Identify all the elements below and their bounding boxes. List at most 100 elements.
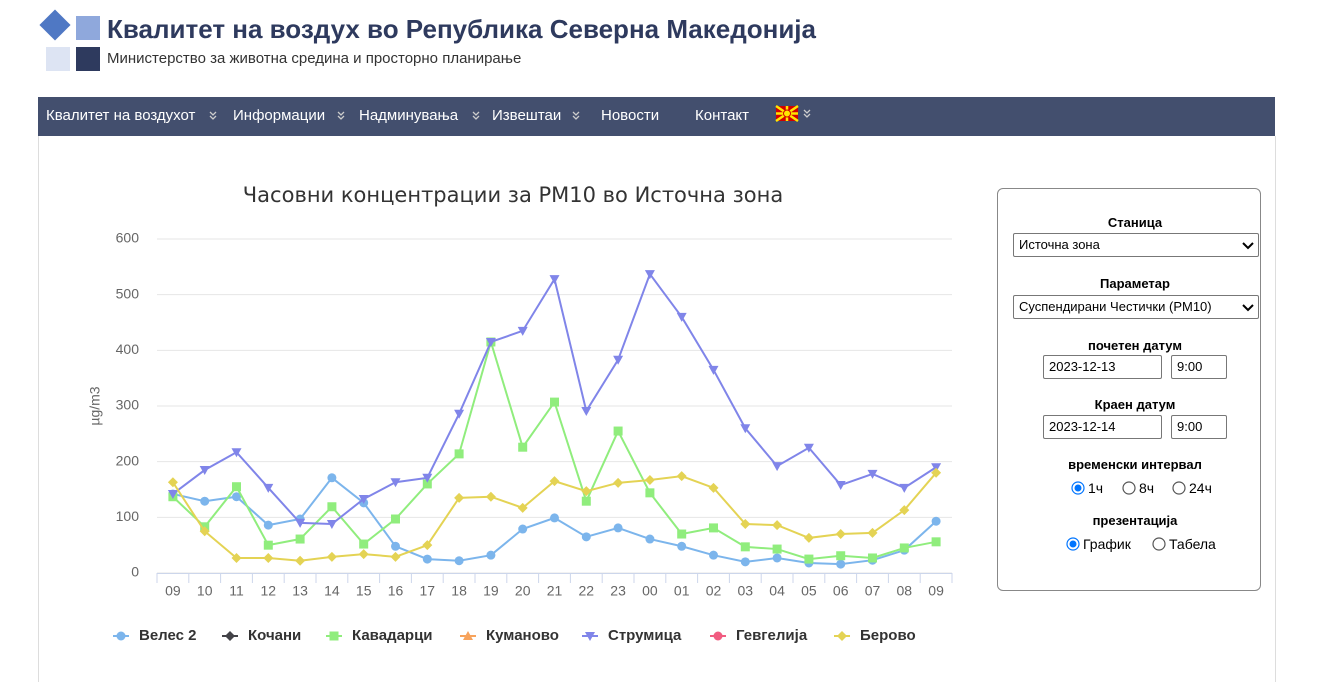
field-label: Параметар xyxy=(1100,276,1170,291)
data-point xyxy=(263,520,273,530)
radio-label: 24ч xyxy=(1189,480,1212,496)
data-point xyxy=(803,532,814,543)
data-point xyxy=(327,473,337,483)
x-tick-label: 16 xyxy=(388,583,404,599)
start-date[interactable]: 2023-12-13 xyxy=(1043,355,1162,379)
radio-label: График xyxy=(1083,536,1131,552)
data-point xyxy=(835,481,846,491)
series-line xyxy=(172,338,937,561)
data-point xyxy=(199,466,210,476)
legend-marker xyxy=(225,631,235,641)
legend-label: Берово xyxy=(860,627,916,644)
data-point xyxy=(358,494,369,504)
legend-marker xyxy=(329,631,339,641)
data-point xyxy=(868,553,877,563)
start-time[interactable]: 9:00 xyxy=(1171,355,1227,379)
radio-label: 8ч xyxy=(1139,480,1155,496)
legend-label: Кочани xyxy=(248,627,301,644)
data-point xyxy=(549,275,560,285)
data-point xyxy=(391,514,400,524)
field-label: временски интервал xyxy=(1068,457,1202,472)
data-point xyxy=(231,448,242,458)
data-point xyxy=(613,426,623,436)
data-point xyxy=(167,489,178,499)
nav-item[interactable]: Квалитет на воздухот xyxy=(46,107,196,124)
station-select[interactable]: Источна зона xyxy=(1013,233,1259,257)
radio-circle xyxy=(1172,481,1186,495)
data-point xyxy=(326,520,337,530)
y-tick-label: 300 xyxy=(116,397,140,413)
data-point xyxy=(232,482,241,492)
radio-option[interactable]: Табела xyxy=(1152,536,1216,552)
x-tick-label: 23 xyxy=(610,583,626,599)
x-tick-label: 15 xyxy=(356,583,372,599)
radio-circle xyxy=(1152,537,1166,551)
data-point xyxy=(836,559,846,569)
radio-label: 1ч xyxy=(1088,480,1104,496)
radio-option[interactable]: График xyxy=(1066,536,1131,552)
legend-marker xyxy=(116,631,126,641)
nav-item[interactable]: Информации xyxy=(233,107,326,124)
y-tick-label: 500 xyxy=(116,285,140,301)
data-point xyxy=(359,539,369,549)
data-point xyxy=(581,486,592,497)
legend-label: Гевгелија xyxy=(736,627,808,644)
data-point xyxy=(549,476,560,487)
x-tick-label: 02 xyxy=(706,583,722,599)
nav-item[interactable]: Новости xyxy=(601,107,660,124)
x-tick-label: 18 xyxy=(451,583,467,599)
x-tick-label: 06 xyxy=(833,583,849,599)
data-point xyxy=(295,534,305,544)
data-point xyxy=(803,443,814,453)
end-date[interactable]: 2023-12-14 xyxy=(1043,415,1162,439)
y-tick-label: 400 xyxy=(116,341,140,357)
data-point xyxy=(772,462,783,472)
data-point xyxy=(550,397,559,407)
radio-option[interactable]: 1ч xyxy=(1071,480,1103,496)
data-point xyxy=(931,516,941,526)
data-point xyxy=(613,477,624,488)
radio-option[interactable]: 8ч xyxy=(1122,480,1154,496)
data-point xyxy=(391,541,400,551)
data-point xyxy=(454,556,464,566)
radio-option[interactable]: 24ч xyxy=(1172,480,1212,496)
data-point xyxy=(485,337,496,347)
data-point xyxy=(740,542,750,552)
x-tick-label: 01 xyxy=(674,583,690,599)
x-tick-label: 07 xyxy=(865,583,881,599)
data-point xyxy=(263,483,274,493)
data-point xyxy=(295,555,306,566)
data-point xyxy=(931,467,942,478)
nav-icons xyxy=(209,104,811,123)
data-point xyxy=(677,529,687,539)
select-arrows xyxy=(1242,242,1254,312)
y-tick-label: 600 xyxy=(116,230,140,246)
legend-marker xyxy=(713,631,723,641)
data-point xyxy=(740,519,751,530)
nav-item[interactable]: Надминувања xyxy=(359,107,459,124)
data-point xyxy=(645,534,655,544)
parameter-select[interactable]: Суспендирани Честички (PM10) xyxy=(1013,295,1259,319)
data-point xyxy=(677,541,687,551)
data-point xyxy=(644,475,655,486)
data-point xyxy=(708,365,719,375)
data-point xyxy=(708,482,719,493)
site-subtitle: Министерство за животна средина и просто… xyxy=(107,50,522,67)
data-point xyxy=(581,407,592,417)
x-tick-label: 09 xyxy=(928,583,944,599)
x-tick-label: 13 xyxy=(292,583,308,599)
data-point xyxy=(517,502,528,513)
nav-item[interactable]: Извештаи xyxy=(492,107,562,124)
x-tick-label: 04 xyxy=(769,583,785,599)
field-label: Краен датум xyxy=(1094,397,1176,412)
nav-item[interactable]: Контакт xyxy=(695,107,750,124)
x-tick-label: 22 xyxy=(579,583,595,599)
legend-label: Куманово xyxy=(486,627,559,644)
data-point xyxy=(232,492,241,502)
end-time[interactable]: 9:00 xyxy=(1171,415,1227,439)
x-tick-label: 11 xyxy=(229,583,244,599)
x-tick-label: 20 xyxy=(515,583,531,599)
x-tick-label: 03 xyxy=(738,583,754,599)
y-axis-label: µg/m3 xyxy=(87,386,103,425)
data-point xyxy=(422,554,432,564)
